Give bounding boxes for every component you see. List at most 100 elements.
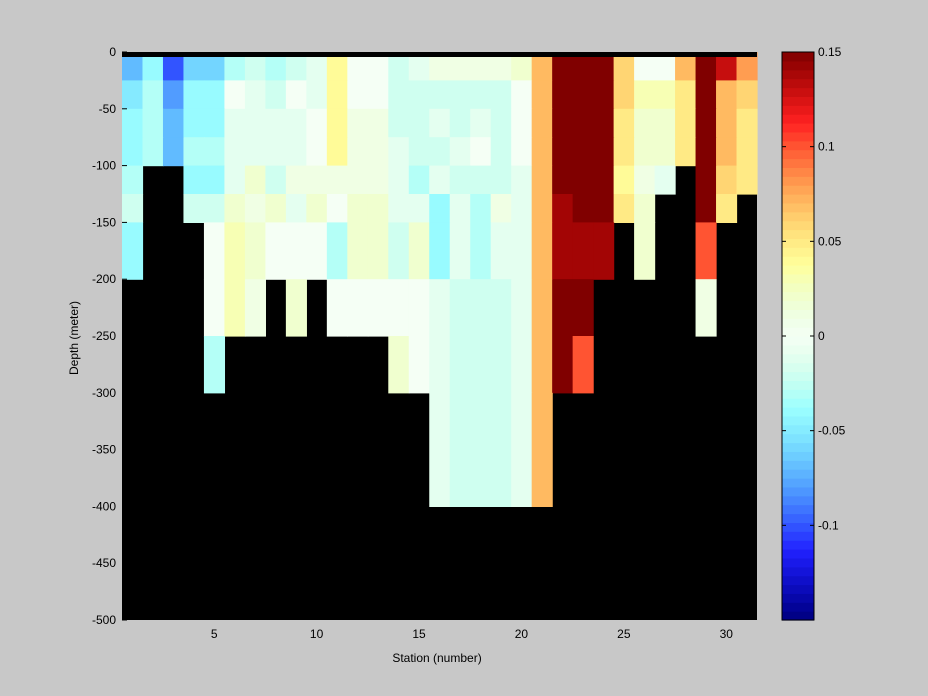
colorbar-swatch xyxy=(782,407,814,417)
heatmap-cell xyxy=(122,80,144,110)
heatmap-cell xyxy=(388,222,410,280)
heatmap-cell xyxy=(122,108,144,138)
heatmap-cell xyxy=(162,80,185,110)
heatmap-cell xyxy=(367,137,389,167)
heatmap-cell xyxy=(224,165,246,195)
colorbar-swatch xyxy=(782,282,814,293)
heatmap-cell xyxy=(244,52,266,81)
colorbar-swatch xyxy=(782,433,814,444)
heatmap-cell xyxy=(593,222,615,280)
y-tick-label: -300 xyxy=(92,386,116,400)
heatmap-cell xyxy=(695,165,717,195)
heatmap-cell xyxy=(306,52,328,81)
heatmap-cell xyxy=(347,165,369,195)
heatmap-cell xyxy=(634,108,656,138)
y-tick-label: -450 xyxy=(92,556,116,570)
heatmap-cell xyxy=(531,108,553,138)
heatmap-cell xyxy=(388,108,410,138)
x-tick-label: 30 xyxy=(720,627,734,641)
heatmap-cell xyxy=(326,52,348,81)
heatmap-cell xyxy=(511,165,533,195)
heatmap-cell xyxy=(552,108,574,138)
heatmap-cell xyxy=(142,108,164,138)
heatmap-cell xyxy=(203,279,226,337)
heatmap-cell xyxy=(511,336,533,394)
colorbar-swatch xyxy=(782,220,814,231)
heatmap-cell xyxy=(634,80,656,110)
colorbar-swatch xyxy=(782,291,814,302)
heatmap-cell xyxy=(408,194,430,223)
heatmap-cell xyxy=(593,137,615,167)
heatmap-cell xyxy=(347,108,369,138)
heatmap-cell xyxy=(388,137,410,167)
heatmap-cell xyxy=(326,165,348,195)
heatmap-cell xyxy=(224,108,246,138)
heatmap-cell xyxy=(572,80,594,110)
heatmap-cell xyxy=(716,52,738,81)
colorbar-swatch xyxy=(782,273,814,284)
heatmap-cell xyxy=(408,222,430,280)
heatmap-cell xyxy=(367,165,389,195)
heatmap-cell xyxy=(183,108,205,138)
heatmap-cell xyxy=(306,165,328,195)
heatmap-cell xyxy=(142,80,164,110)
heatmap-cell xyxy=(552,165,574,195)
heatmap-cell xyxy=(511,392,533,507)
heatmap-cell xyxy=(142,52,164,81)
heatmap-cell xyxy=(572,52,594,81)
heatmap-cell xyxy=(224,80,246,110)
heatmap-cell xyxy=(613,108,635,138)
heatmap-cell xyxy=(285,194,307,223)
heatmap-cell xyxy=(470,336,492,394)
heatmap-cell xyxy=(326,222,348,280)
heatmap-cell xyxy=(490,392,512,507)
heatmap-cell xyxy=(347,80,369,110)
heatmap-cell xyxy=(552,80,574,110)
heatmap-cell xyxy=(449,52,471,81)
colorbar-swatch xyxy=(782,229,814,239)
heatmap-cell xyxy=(203,52,226,81)
y-axis: 0 -50 -100 -150 -200 -250 -300 -350 -400 -450 -500 xyxy=(92,45,127,627)
colorbar-swatch xyxy=(782,371,814,381)
heatmap-cell xyxy=(142,137,164,167)
heatmap-cell xyxy=(429,392,451,507)
heatmap-cell xyxy=(552,137,574,167)
heatmap-cell xyxy=(490,165,512,195)
heatmap-cell xyxy=(675,52,697,81)
heatmap-cell xyxy=(470,108,492,138)
colorbar-swatch xyxy=(782,478,814,488)
y-tick-label: -350 xyxy=(92,443,116,457)
heatmap-cell xyxy=(224,222,246,280)
heatmap-cell xyxy=(388,336,410,394)
heatmap-cell xyxy=(224,279,246,337)
heatmap-cell xyxy=(531,279,553,337)
heatmap-cell xyxy=(531,392,553,507)
x-axis-label: Station (number) xyxy=(392,651,481,665)
heatmap-cell xyxy=(736,108,758,138)
y-tick-label: -200 xyxy=(92,272,116,286)
heatmap-cell xyxy=(429,108,451,138)
heatmap-cell xyxy=(531,165,553,195)
colorbar-swatch xyxy=(782,185,814,195)
heatmap-cell xyxy=(429,194,451,223)
colorbar-swatch xyxy=(782,495,814,506)
colorbar-swatch xyxy=(782,522,814,532)
colorbar-swatch xyxy=(782,176,814,186)
heatmap-cell xyxy=(347,222,369,280)
colorbar-swatch xyxy=(782,158,814,168)
colorbar-swatch xyxy=(782,300,814,310)
heatmap-cell xyxy=(429,222,451,280)
colorbar-swatch xyxy=(782,123,814,133)
heatmap-cell xyxy=(306,80,328,110)
heatmap-cell xyxy=(572,108,594,138)
heatmap-cell xyxy=(122,222,144,280)
heatmap-cell xyxy=(716,80,738,110)
heatmap-cell xyxy=(326,80,348,110)
colorbar-swatch xyxy=(782,78,814,89)
heatmap-cell xyxy=(572,336,594,394)
heatmap-cell xyxy=(183,165,205,195)
colorbar-swatch xyxy=(782,344,814,355)
heatmap-cell xyxy=(408,108,430,138)
heatmap-cell xyxy=(408,137,430,167)
heatmap-cell xyxy=(531,52,553,81)
